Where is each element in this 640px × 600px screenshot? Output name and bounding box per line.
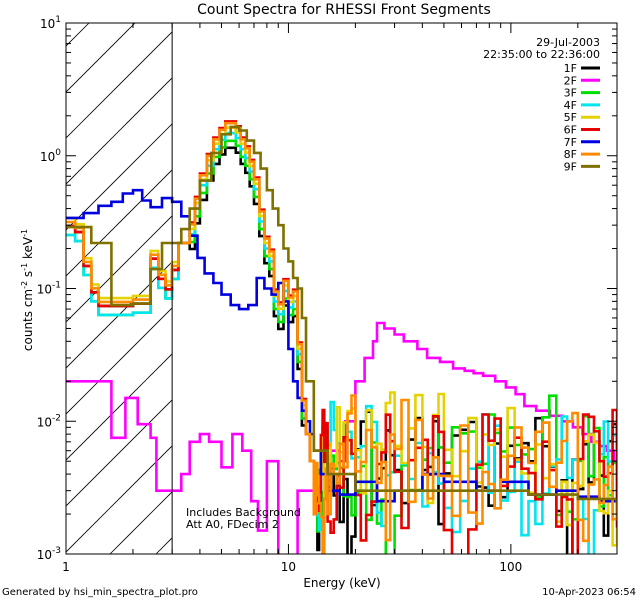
legend-label-7f: 7F <box>564 136 577 149</box>
y-tick-label: 10-2 <box>37 413 61 429</box>
annotation-attenuator: Att A0, FDecim 2 <box>186 518 279 531</box>
observation-time-range: 22:35:00 to 22:36:00 <box>483 48 600 61</box>
legend-label-4f: 4F <box>564 99 577 112</box>
y-tick-label: 10-3 <box>37 546 61 562</box>
x-tick-label: 1 <box>62 560 70 574</box>
chart-title: Count Spectra for RHESSI Front Segments <box>197 2 491 18</box>
legend-label-9f: 9F <box>564 160 577 173</box>
x-axis-label: Energy (keV) <box>303 576 380 590</box>
hatched-region-fill <box>66 23 173 554</box>
legend-label-3f: 3F <box>564 87 577 100</box>
observation-date: 29-Jul-2003 <box>536 36 600 49</box>
annotation-background: Includes Background <box>186 506 301 519</box>
spectra-curves <box>66 120 617 554</box>
x-tick-label: 10 <box>281 560 296 574</box>
x-tick-label: 100 <box>499 560 522 574</box>
hatch-line <box>66 261 173 369</box>
legend-label-2f: 2F <box>564 74 577 87</box>
hatch-line <box>66 399 173 507</box>
legend-label-8f: 8F <box>564 148 577 161</box>
hatch-line <box>66 445 173 553</box>
hatched-region <box>66 23 173 554</box>
footer-timestamp: 10-Apr-2023 06:54 <box>542 587 636 598</box>
series-2f-line <box>66 321 617 554</box>
y-tick-label: 100 <box>40 148 61 164</box>
series-8f-line <box>66 121 617 554</box>
y-axis-label: counts cm-2 s-1 keV-1 <box>20 229 35 351</box>
hatch-line <box>66 77 173 185</box>
axis-ticks: 1 10 100 10-3 10-2 10-1 100 101 <box>37 15 618 574</box>
legend-label-5f: 5F <box>564 111 577 124</box>
legend-label-6f: 6F <box>564 124 577 137</box>
series-9f-line <box>66 125 617 502</box>
y-tick-label: 101 <box>40 15 61 31</box>
y-tick-label: 10-1 <box>37 281 61 297</box>
legend-label-1f: 1F <box>564 62 577 75</box>
hatch-line <box>66 31 173 139</box>
footer-generated-by: Generated by hsi_min_spectra_plot.pro <box>2 587 198 598</box>
